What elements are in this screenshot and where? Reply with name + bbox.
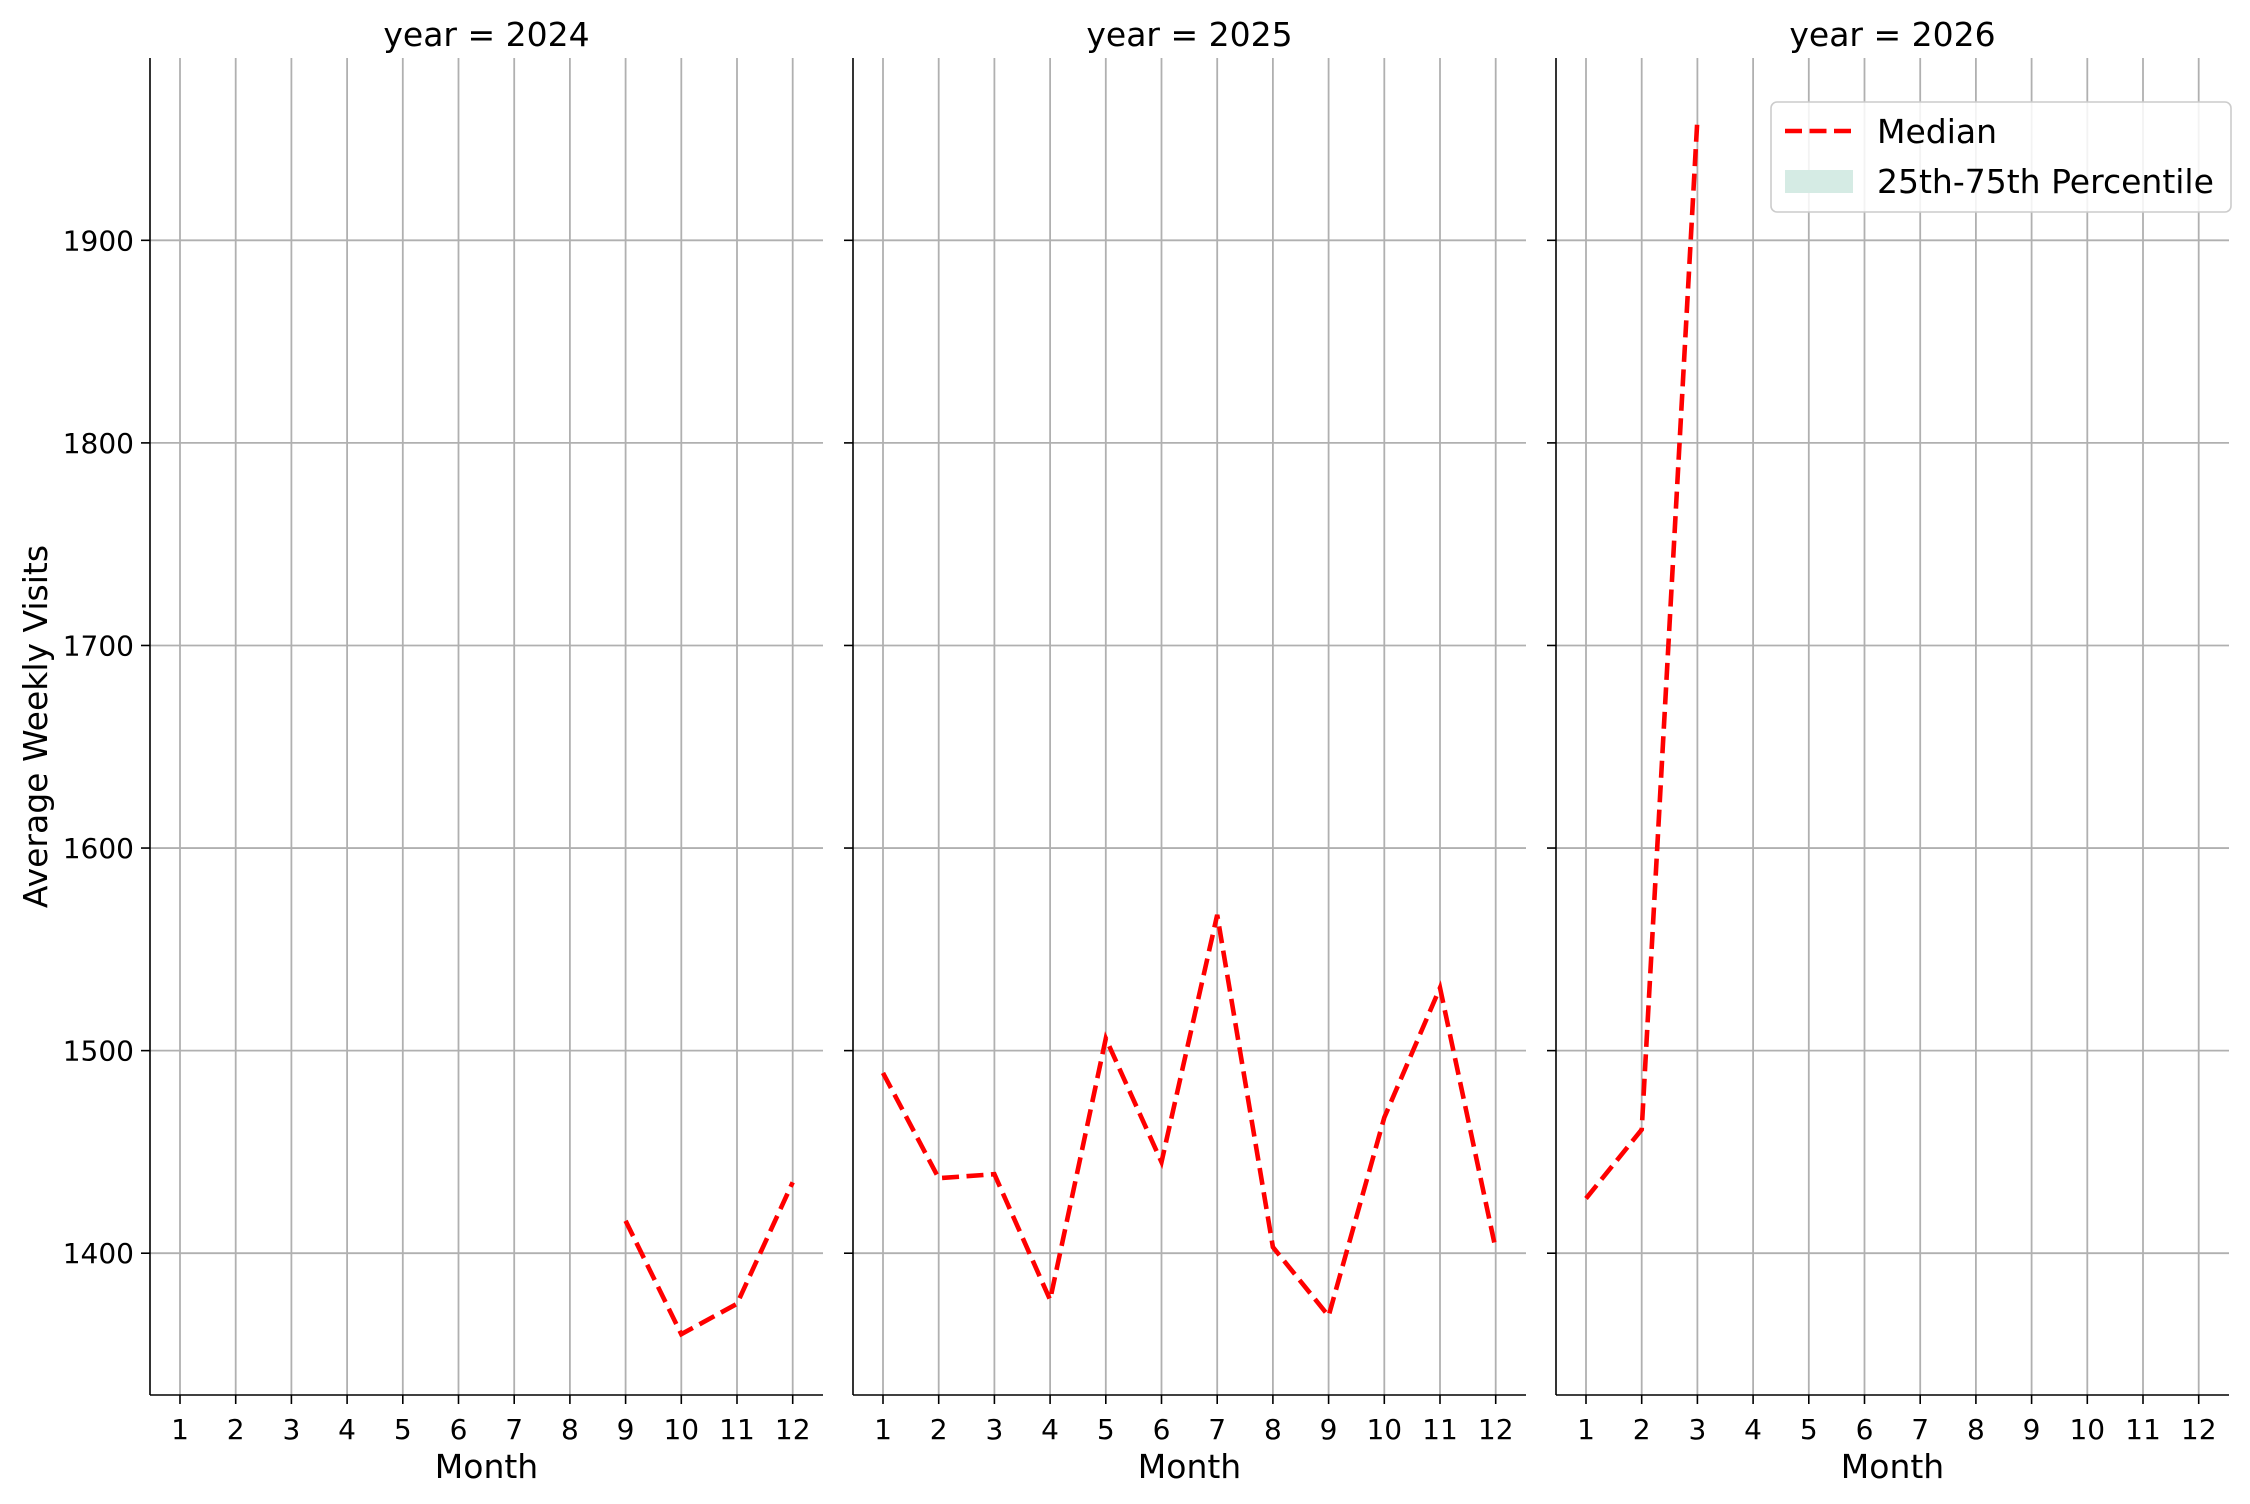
legend-swatch-band <box>1785 170 1853 193</box>
x-tick-label: 12 <box>775 1413 811 1446</box>
x-tick-label: 2 <box>1633 1413 1651 1446</box>
x-tick-label: 2 <box>227 1413 245 1446</box>
y-tick-label: 1700 <box>63 629 134 662</box>
x-tick-label: 12 <box>1478 1413 1514 1446</box>
y-tick-label: 1400 <box>63 1237 134 1270</box>
x-tick-label: 6 <box>1153 1413 1171 1446</box>
legend-frame <box>1770 101 2232 213</box>
x-tick-label: 11 <box>2125 1413 2161 1446</box>
x-tick-label: 8 <box>1264 1413 1282 1446</box>
median-line <box>623 1181 795 1338</box>
x-tick-label: 8 <box>1967 1413 1985 1446</box>
x-tick-label: 11 <box>719 1413 755 1446</box>
y-tick-label: 1900 <box>63 224 134 257</box>
x-tick-label: 10 <box>663 1413 699 1446</box>
x-tick-label: 12 <box>2181 1413 2217 1446</box>
y-tick-label: 1800 <box>63 427 134 460</box>
x-tick-label: 8 <box>561 1413 579 1446</box>
x-tick-label: 7 <box>1208 1413 1226 1446</box>
x-tick-label: 3 <box>282 1413 300 1446</box>
x-tick-label: 3 <box>1688 1413 1706 1446</box>
x-axis-label: Month <box>1138 1447 1241 1486</box>
x-tick-label: 5 <box>1097 1413 1115 1446</box>
x-tick-label: 7 <box>1911 1413 1929 1446</box>
x-tick-label: 2 <box>930 1413 948 1446</box>
x-tick-label: 4 <box>1744 1413 1762 1446</box>
x-tick-label: 6 <box>450 1413 468 1446</box>
x-tick-label: 10 <box>1366 1413 1402 1446</box>
panel-title: year = 2024 <box>383 15 589 54</box>
x-tick-label: 9 <box>1320 1413 1338 1446</box>
y-tick-label: 1600 <box>63 832 134 865</box>
x-tick-label: 4 <box>338 1413 356 1446</box>
x-tick-label: 11 <box>1422 1413 1458 1446</box>
median-line <box>1584 118 1700 1200</box>
panel-title: year = 2026 <box>1789 15 1995 54</box>
x-tick-label: 4 <box>1041 1413 1059 1446</box>
x-tick-label: 1 <box>1577 1413 1595 1446</box>
x-tick-label: 7 <box>505 1413 523 1446</box>
x-tick-label: 6 <box>1856 1413 1874 1446</box>
legend-entry-label: Median <box>1877 112 1997 151</box>
x-axis-label: Month <box>435 1447 538 1486</box>
x-tick-label: 5 <box>1800 1413 1818 1446</box>
x-tick-label: 9 <box>617 1413 635 1446</box>
y-tick-label: 1500 <box>63 1035 134 1068</box>
panel-title: year = 2025 <box>1086 15 1292 54</box>
x-tick-label: 9 <box>2023 1413 2041 1446</box>
x-tick-label: 10 <box>2069 1413 2105 1446</box>
legend: Median 25th-75th Percentile <box>1770 101 2232 213</box>
y-axis-label: Average Weekly Visits <box>16 545 55 908</box>
median-line <box>880 914 1498 1321</box>
x-tick-label: 1 <box>874 1413 892 1446</box>
x-tick-label: 3 <box>985 1413 1003 1446</box>
x-tick-label: 1 <box>171 1413 189 1446</box>
x-tick-label: 5 <box>394 1413 412 1446</box>
x-axis-label: Month <box>1841 1447 1944 1486</box>
legend-entry-label: 25th-75th Percentile <box>1877 162 2214 201</box>
